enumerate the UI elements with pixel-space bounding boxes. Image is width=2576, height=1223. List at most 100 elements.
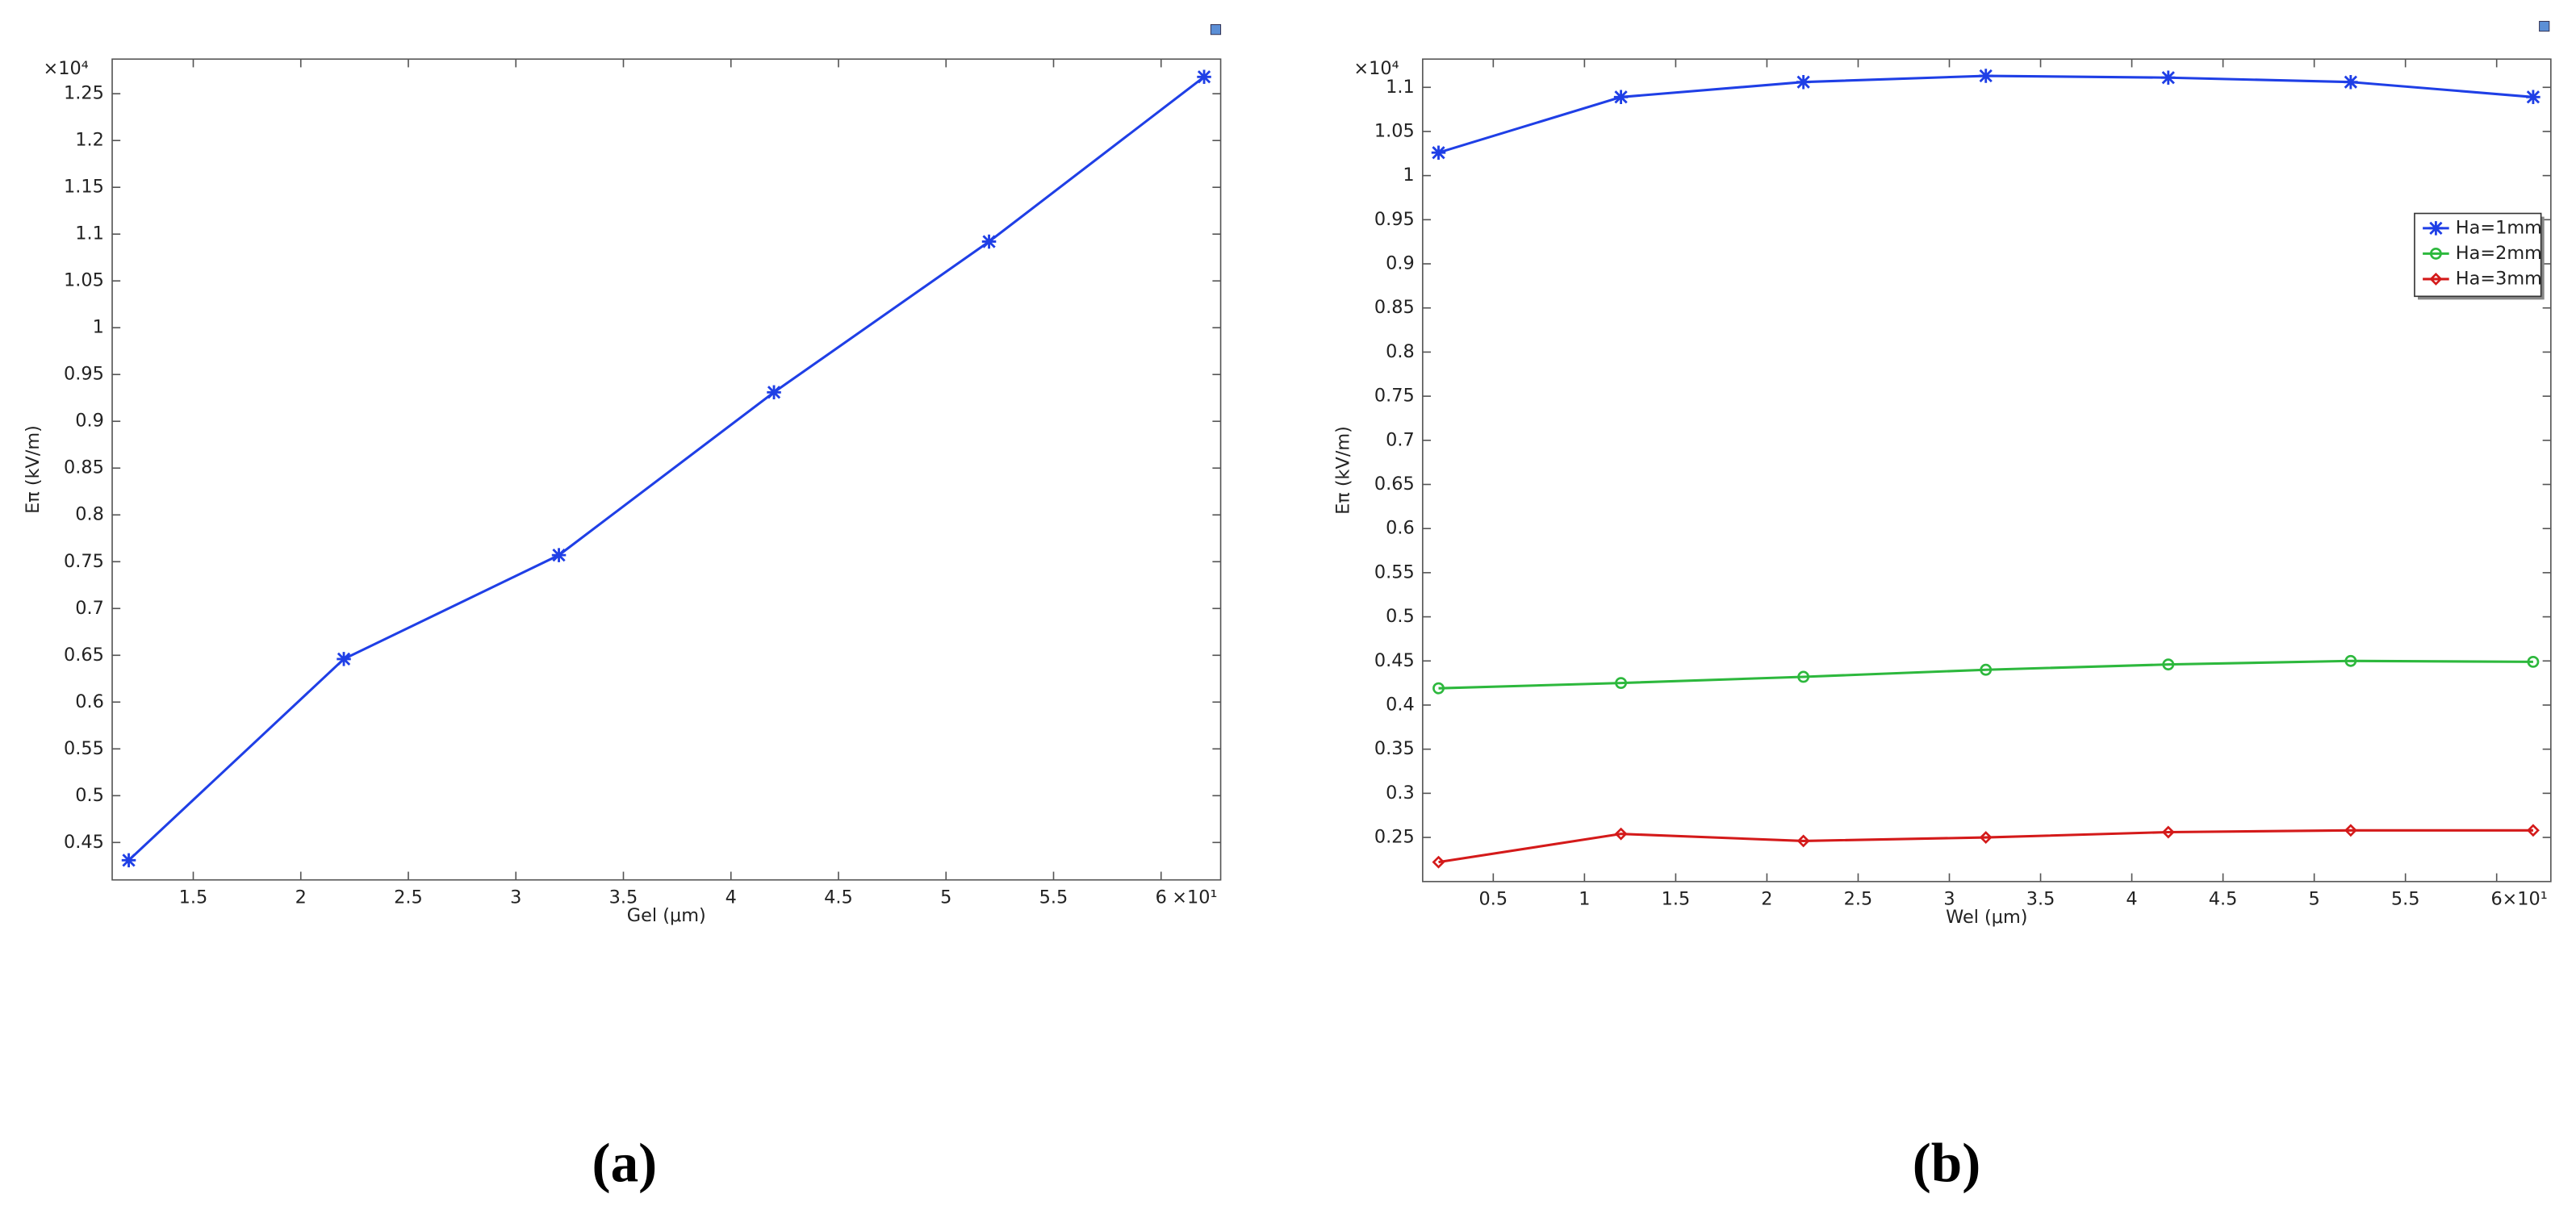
y-tick-label: 1.05 [64, 270, 104, 291]
legend-marker [2429, 272, 2443, 286]
marker [1979, 831, 1993, 845]
y-tick-label: 0.25 [1374, 827, 1415, 848]
y-tick-label: 1.25 [64, 83, 104, 104]
marker [767, 385, 781, 400]
x-multiplier: ×10¹ [2503, 889, 2548, 910]
marker [1613, 90, 1629, 105]
plot-frame [111, 58, 1222, 881]
y-tick-label: 0.75 [64, 551, 104, 572]
corner-icon [1210, 24, 1222, 35]
marker [1796, 74, 1811, 90]
x-tick-label: 4 [2126, 889, 2137, 910]
marker [2526, 824, 2540, 837]
x-tick-label: 6 [1156, 887, 1167, 908]
x-tick-label: 0.5 [1479, 889, 1508, 910]
marker [1431, 145, 1446, 160]
x-tick-label: 1 [1579, 889, 1590, 910]
series-line [1438, 829, 2533, 864]
legend-label: Ha=1mm [2456, 217, 2542, 238]
y-tick-label: 0.65 [1374, 474, 1415, 495]
y-tick-label: 1 [1403, 165, 1414, 186]
y-tick-label: 0.75 [1374, 386, 1415, 407]
y-tick-label: 1.1 [1386, 77, 1415, 98]
marker [551, 548, 567, 562]
y-tick-label: 1.05 [1374, 120, 1415, 141]
y-tick-label: 0.65 [64, 645, 104, 666]
marker [2526, 90, 2540, 105]
marker [337, 652, 351, 666]
y-tick-label: 0.85 [1374, 297, 1415, 318]
y-tick-label: 1 [93, 317, 104, 338]
x-tick-label: 5 [940, 887, 951, 908]
marker [981, 234, 997, 249]
y-tick-label: 0.4 [1386, 694, 1415, 715]
x-tick-label: 2 [295, 887, 307, 908]
y-tick-label: 0.95 [64, 364, 104, 385]
x-tick-label: 2.5 [394, 887, 423, 908]
marker [1980, 663, 1993, 676]
x-tick-label: 1.5 [1662, 889, 1691, 910]
marker [2344, 824, 2357, 837]
x-tick-label: 2 [1761, 889, 1772, 910]
y-tick-label: 0.3 [1386, 783, 1415, 804]
marker [2527, 655, 2540, 668]
x-tick-label: 3 [510, 887, 521, 908]
marker [2161, 70, 2176, 85]
y-tick-label: 0.55 [64, 738, 104, 759]
marker [1615, 677, 1628, 690]
x-axis-title: Wel (μm) [1946, 907, 2027, 928]
y-tick-label: 1.1 [75, 223, 104, 244]
y-tick-label: 0.45 [1374, 650, 1415, 671]
marker [121, 853, 136, 868]
y-tick-label: 0.9 [75, 411, 104, 432]
x-tick-label: 5 [2309, 889, 2320, 910]
marker [1614, 827, 1628, 841]
marker [2344, 74, 2358, 90]
marker [2161, 825, 2175, 839]
y-tick-label: 0.8 [75, 504, 104, 525]
marker [1796, 834, 1810, 848]
legend-marker [2429, 247, 2442, 260]
y-axis-title: Eπ (kV/m) [1333, 426, 1354, 515]
x-tick-label: 5.5 [2391, 889, 2420, 910]
x-tick-label: 2.5 [1844, 889, 1873, 910]
panel-label: (a) [592, 1132, 658, 1194]
legend-marker [2428, 221, 2444, 236]
x-tick-label: 4.5 [824, 887, 853, 908]
y-tick-label: 0.6 [75, 691, 104, 712]
x-tick-label: 3 [1943, 889, 1955, 910]
x-multiplier: ×10¹ [1172, 887, 1217, 908]
y-tick-label: 0.95 [1374, 209, 1415, 230]
x-tick-label: 5.5 [1039, 887, 1068, 908]
y-multiplier: ×10⁴ [44, 58, 89, 79]
y-multiplier: ×10⁴ [1353, 58, 1399, 79]
series-line [128, 76, 1205, 862]
x-tick-label: 3.5 [609, 887, 638, 908]
y-tick-label: 0.7 [1386, 429, 1415, 450]
x-axis-title: Gel (μm) [627, 905, 706, 926]
y-tick-label: 0.5 [75, 785, 104, 806]
y-tick-label: 0.7 [75, 598, 104, 619]
panel-label: (b) [1913, 1132, 1981, 1194]
y-tick-label: 0.55 [1374, 561, 1415, 582]
y-tick-label: 0.5 [1386, 606, 1415, 627]
y-tick-label: 0.9 [1386, 253, 1415, 274]
x-tick-label: 6 [2491, 889, 2503, 910]
x-tick-label: 1.5 [179, 887, 208, 908]
corner-icon [2539, 20, 2550, 32]
series-line [1438, 74, 2534, 154]
y-tick-label: 0.85 [64, 457, 104, 478]
marker [2344, 654, 2357, 667]
x-tick-label: 4 [726, 887, 737, 908]
y-tick-label: 0.6 [1386, 518, 1415, 539]
marker [2162, 658, 2175, 671]
marker [1978, 69, 1993, 83]
series-line [1438, 659, 2533, 690]
y-tick-label: 0.45 [64, 832, 104, 853]
legend-label: Ha=2mm [2456, 243, 2542, 264]
y-axis-title: Eπ (kV/m) [23, 425, 44, 514]
y-tick-label: 1.15 [64, 177, 104, 198]
x-tick-label: 4.5 [2209, 889, 2238, 910]
